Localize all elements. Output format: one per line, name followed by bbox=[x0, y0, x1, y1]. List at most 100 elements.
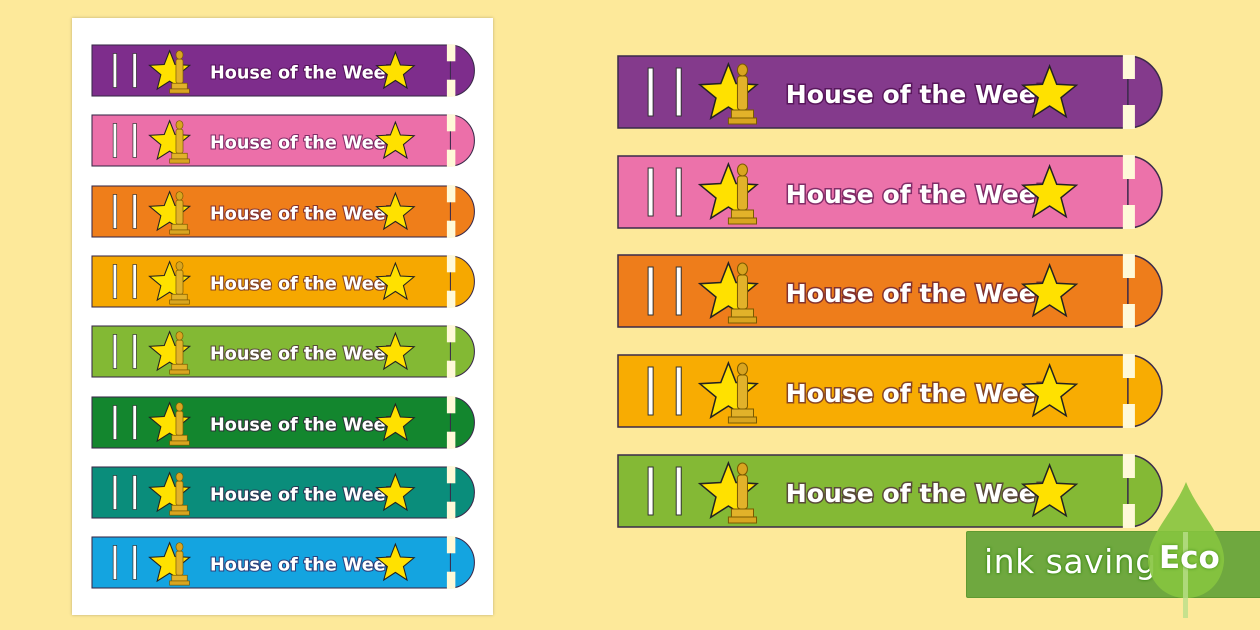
star-icon bbox=[148, 400, 192, 442]
band-slot bbox=[132, 123, 137, 159]
band-title: House of the Week bbox=[786, 180, 1054, 209]
band-slot bbox=[675, 67, 682, 117]
band-tab bbox=[449, 325, 475, 378]
star-icon bbox=[1020, 462, 1079, 518]
band-slot bbox=[675, 366, 682, 416]
star-icon bbox=[697, 361, 759, 420]
house-of-the-week-band: House of the Week bbox=[91, 325, 475, 378]
band-tab bbox=[449, 44, 475, 97]
band-title: House of the Week bbox=[210, 415, 399, 435]
house-of-the-week-band: House of the Week bbox=[617, 154, 1163, 229]
star-icon bbox=[148, 119, 192, 161]
leaf-icon bbox=[1147, 482, 1225, 618]
ink-saving-text: ink saving bbox=[984, 542, 1157, 581]
house-of-the-week-band: House of the Week bbox=[91, 114, 475, 168]
band-tab bbox=[449, 255, 475, 308]
star-icon bbox=[1020, 163, 1079, 219]
star-icon bbox=[375, 50, 416, 90]
house-of-the-week-band: House of the Week bbox=[617, 453, 1163, 528]
trophy-icon bbox=[169, 120, 190, 164]
star-icon bbox=[1020, 263, 1079, 318]
trophy-icon bbox=[727, 462, 758, 524]
star-icon bbox=[148, 330, 192, 372]
band-slot bbox=[112, 193, 118, 229]
star-icon bbox=[375, 331, 416, 371]
band-slot bbox=[132, 334, 137, 370]
band-slot bbox=[647, 266, 654, 316]
star-icon bbox=[375, 261, 416, 301]
band-slot bbox=[112, 545, 118, 580]
band-title: House of the Week bbox=[786, 279, 1054, 308]
band-tab bbox=[1127, 55, 1163, 129]
band-tab bbox=[449, 536, 475, 589]
band-slot bbox=[647, 366, 654, 416]
band-slot bbox=[112, 123, 118, 159]
house-of-the-week-band: House of the Week bbox=[91, 255, 475, 308]
star-icon bbox=[148, 189, 192, 231]
house-of-the-week-band: House of the Week bbox=[91, 395, 475, 449]
star-icon bbox=[697, 460, 759, 519]
band-slot bbox=[675, 266, 682, 316]
star-icon bbox=[375, 402, 416, 441]
house-of-the-week-band: House of the Week bbox=[91, 184, 475, 238]
trophy-icon bbox=[727, 163, 758, 225]
band-title: House of the Week bbox=[786, 379, 1054, 408]
band-tab bbox=[449, 185, 475, 238]
band-slot bbox=[132, 545, 137, 580]
band-slot bbox=[132, 404, 137, 440]
band-slot bbox=[132, 53, 137, 88]
band-title: House of the Week bbox=[210, 134, 399, 154]
star-icon bbox=[375, 542, 416, 582]
band-slot bbox=[132, 474, 137, 510]
band-tab bbox=[449, 114, 475, 167]
band-slot bbox=[675, 466, 682, 516]
trophy-icon bbox=[169, 50, 190, 94]
band-slot bbox=[132, 193, 137, 229]
band-title: House of the Week bbox=[786, 80, 1054, 109]
star-icon bbox=[148, 49, 192, 91]
house-of-the-week-band: House of the Week bbox=[91, 536, 475, 589]
star-icon bbox=[1020, 363, 1079, 418]
band-tab bbox=[1127, 154, 1163, 229]
band-slot bbox=[112, 334, 118, 370]
band-tab bbox=[1127, 454, 1163, 528]
trophy-icon bbox=[727, 63, 758, 125]
house-of-the-week-band: House of the Week bbox=[91, 44, 475, 97]
band-slot bbox=[132, 264, 137, 299]
house-of-the-week-band: House of the Week bbox=[91, 466, 475, 519]
trophy-icon bbox=[169, 542, 190, 586]
band-slot bbox=[647, 167, 654, 217]
band-title: House of the Week bbox=[786, 479, 1054, 508]
trophy-icon bbox=[727, 362, 758, 424]
star-icon bbox=[375, 191, 416, 230]
house-of-the-week-band: House of the Week bbox=[617, 254, 1163, 329]
band-slot bbox=[112, 53, 118, 88]
band-title: House of the Week bbox=[210, 485, 399, 505]
star-icon bbox=[697, 61, 759, 120]
band-slot bbox=[112, 404, 118, 440]
star-icon bbox=[148, 471, 192, 513]
band-title: House of the Week bbox=[210, 274, 399, 294]
house-of-the-week-band: House of the Week bbox=[617, 354, 1163, 429]
band-title: House of the Week bbox=[210, 63, 399, 83]
band-slot bbox=[112, 264, 118, 299]
printable-sheet-preview bbox=[72, 18, 493, 615]
band-tab bbox=[449, 395, 475, 449]
band-slot bbox=[647, 466, 654, 516]
star-icon bbox=[375, 472, 416, 511]
band-slot bbox=[647, 67, 654, 117]
band-tab bbox=[1127, 254, 1163, 329]
band-title: House of the Week bbox=[210, 204, 399, 224]
band-slot bbox=[675, 167, 682, 217]
band-tab bbox=[1127, 354, 1163, 428]
star-icon bbox=[148, 260, 192, 302]
band-slot bbox=[112, 474, 118, 510]
star-icon bbox=[697, 261, 759, 320]
band-title: House of the Week bbox=[210, 344, 399, 364]
star-icon bbox=[1020, 63, 1079, 119]
band-tab bbox=[449, 466, 475, 519]
star-icon bbox=[375, 120, 416, 160]
trophy-icon bbox=[169, 401, 190, 446]
house-of-the-week-band: House of the Week bbox=[617, 55, 1163, 129]
trophy-icon bbox=[169, 261, 190, 305]
